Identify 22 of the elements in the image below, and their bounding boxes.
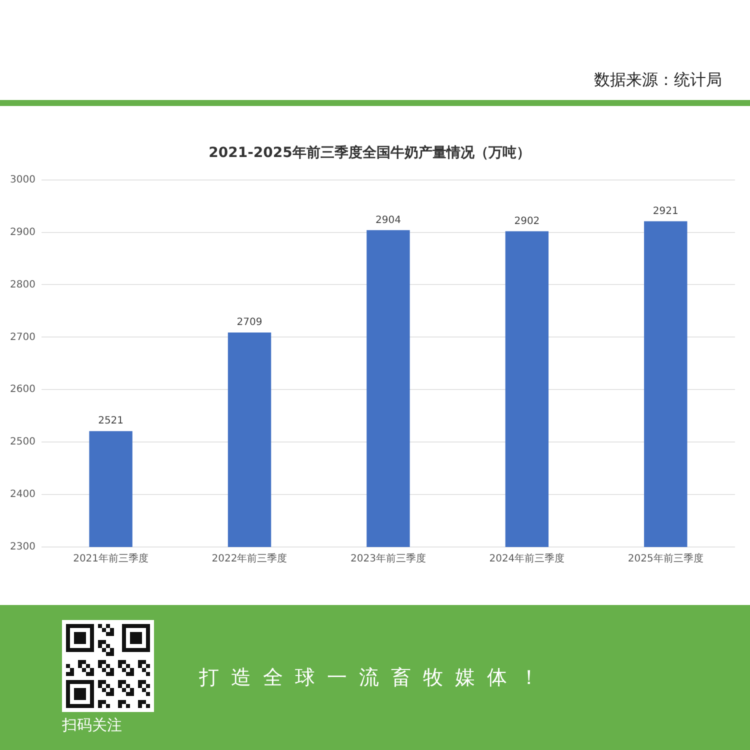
x-tick-label: 2021年前三季度 xyxy=(73,552,149,565)
x-tick-label: 2023年前三季度 xyxy=(350,552,426,565)
y-tick-label: 2700 xyxy=(10,332,36,343)
x-tick-label: 2024年前三季度 xyxy=(489,552,565,565)
y-tick-label: 2900 xyxy=(10,226,36,238)
y-tick-label: 2600 xyxy=(10,384,36,396)
text: 扫码关注 xyxy=(62,716,122,735)
y-tick-label: 2400 xyxy=(10,489,36,500)
source-note: 数据来源：统计局 xyxy=(594,70,722,91)
y-tick-label: 2300 xyxy=(10,542,36,553)
data-label: 2921 xyxy=(652,206,678,217)
y-tick-label: 2800 xyxy=(10,279,36,290)
y-tick-label: 2500 xyxy=(10,436,36,448)
data-label: 2902 xyxy=(514,216,540,227)
data-label: 2709 xyxy=(236,317,262,328)
chart-title: 2021-2025年前三季度全国牛奶产量情况（万吨） xyxy=(208,144,530,162)
x-tick-label: 2022年前三季度 xyxy=(212,552,288,565)
y-tick-label: 3000 xyxy=(10,174,36,186)
x-tick-label: 2025年前三季度 xyxy=(628,552,704,565)
text: 打造全球一流畜牧媒体！ xyxy=(198,664,552,691)
data-label: 2521 xyxy=(98,416,124,427)
data-label: 2904 xyxy=(376,214,401,226)
